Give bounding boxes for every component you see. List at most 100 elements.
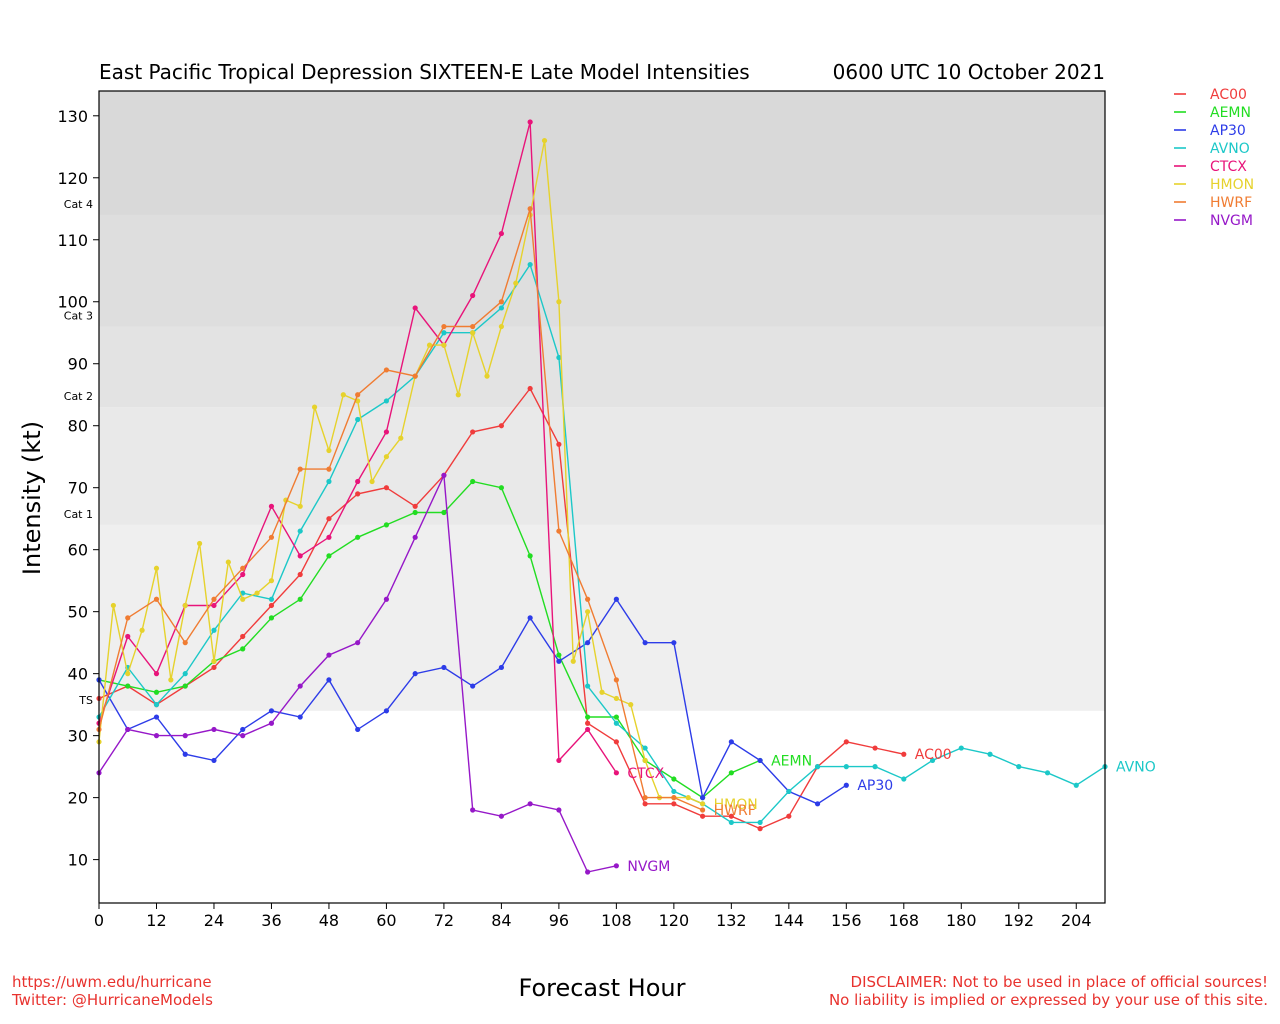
data-point-hmon xyxy=(240,596,246,602)
data-point-ap30 xyxy=(355,726,361,733)
data-point-ap30 xyxy=(613,596,619,602)
data-point-avno xyxy=(153,702,160,708)
y-tick-label: 130 xyxy=(57,107,88,126)
data-point-ac00 xyxy=(786,813,792,819)
x-tick-label: 108 xyxy=(601,911,632,930)
band-cat-4 xyxy=(99,91,1105,215)
data-point-ctcx xyxy=(585,726,591,733)
footer-twitter[interactable]: Twitter: @HurricaneModels xyxy=(12,991,213,1009)
x-tick-label: 12 xyxy=(146,911,166,930)
data-point-avno xyxy=(1044,770,1051,776)
data-point-hmon xyxy=(484,373,490,379)
data-point-ap30 xyxy=(297,714,303,720)
data-point-hmon xyxy=(513,280,519,286)
data-point-avno xyxy=(671,788,677,795)
data-point-hwrf xyxy=(211,596,217,602)
x-tick-label: 24 xyxy=(204,911,224,930)
y-tick-label: 90 xyxy=(68,355,88,374)
data-point-aemn xyxy=(268,615,275,621)
band-label-cat-2: Cat 2 xyxy=(64,390,93,403)
data-point-avno xyxy=(527,261,533,268)
data-point-ap30 xyxy=(728,739,734,745)
data-point-avno xyxy=(326,478,332,485)
end-label-aemn: AEMN xyxy=(771,753,812,769)
y-tick-label: 110 xyxy=(57,231,88,250)
x-tick-label: 144 xyxy=(774,911,805,930)
legend-label-ctcx: CTCX xyxy=(1210,159,1247,175)
data-point-ap30 xyxy=(240,726,246,733)
data-point-hmon xyxy=(556,299,562,305)
data-point-hwrf xyxy=(642,795,648,801)
y-tick-label: 30 xyxy=(68,727,88,746)
data-point-aemn xyxy=(470,478,476,485)
category-bands xyxy=(99,91,1105,711)
data-point-hwrf xyxy=(613,677,619,683)
data-point-hwrf xyxy=(671,795,677,801)
data-point-hmon xyxy=(139,627,145,633)
x-tick-label: 48 xyxy=(319,911,339,930)
data-point-ac00 xyxy=(498,423,504,429)
data-point-hmon xyxy=(182,602,188,609)
data-point-hwrf xyxy=(498,299,504,305)
data-point-hmon xyxy=(225,559,231,565)
data-point-avno xyxy=(211,627,217,633)
data-point-hwrf xyxy=(383,367,390,373)
data-point-avno xyxy=(1073,782,1079,788)
x-tick-label: 84 xyxy=(491,911,511,930)
data-point-aemn xyxy=(412,509,418,516)
data-point-avno xyxy=(1016,764,1022,770)
data-point-aemn xyxy=(613,714,619,720)
y-axis-label: Intensity (kt) xyxy=(18,421,46,575)
end-label-hwrf: HWRF xyxy=(714,803,756,819)
data-point-hmon xyxy=(613,695,619,702)
end-label-ap30: AP30 xyxy=(857,778,893,794)
data-point-aemn xyxy=(153,689,160,695)
footer-url[interactable]: https://uwm.edu/hurricane xyxy=(12,973,212,991)
data-point-ctcx xyxy=(412,305,418,311)
data-point-aemn xyxy=(326,553,332,559)
plot-frame xyxy=(98,90,1106,904)
data-point-ac00 xyxy=(355,491,361,497)
data-point-aemn xyxy=(182,683,188,689)
band-cat-1 xyxy=(99,407,1105,525)
x-tick-label: 72 xyxy=(434,911,454,930)
data-point-hmon xyxy=(441,342,447,348)
data-point-hmon xyxy=(211,658,217,664)
data-point-hwrf xyxy=(268,534,275,540)
data-point-ctcx xyxy=(383,429,390,435)
x-tick-label: 192 xyxy=(1003,911,1034,930)
y-tick-label: 80 xyxy=(68,417,88,436)
data-point-avno xyxy=(613,720,619,726)
data-point-hmon xyxy=(268,578,275,584)
data-point-avno xyxy=(297,528,303,534)
x-tick-label: 168 xyxy=(889,911,920,930)
data-point-ac00 xyxy=(470,429,476,435)
data-point-hwrf xyxy=(556,528,562,534)
data-point-ctcx xyxy=(125,633,131,640)
data-point-ap30 xyxy=(700,795,706,801)
data-point-hmon xyxy=(168,677,174,683)
data-point-ctcx xyxy=(355,478,361,485)
footer-disclaimer-line-2: No liability is implied or expressed by … xyxy=(828,991,1268,1009)
data-point-ap30 xyxy=(527,615,533,621)
y-tick-label: 120 xyxy=(57,169,88,188)
data-point-ac00 xyxy=(383,485,390,491)
data-point-avno xyxy=(642,745,648,751)
data-point-hmon xyxy=(628,702,634,708)
data-point-hmon xyxy=(585,609,591,615)
data-point-avno xyxy=(268,596,275,602)
data-point-ac00 xyxy=(412,503,418,509)
data-point-hmon xyxy=(498,323,504,330)
data-point-ac00 xyxy=(556,441,562,447)
data-point-hwrf xyxy=(470,323,476,330)
data-point-hmon xyxy=(297,503,303,509)
data-point-ac00 xyxy=(585,720,591,726)
data-point-ap30 xyxy=(182,751,188,757)
data-point-nvgm xyxy=(240,733,246,739)
y-axis: 10 20 30 40 50 60 70 80 90 100 110 120 130 xyxy=(57,107,99,870)
data-point-ctcx xyxy=(153,671,160,677)
data-point-ac00 xyxy=(671,801,677,807)
data-point-nvgm xyxy=(326,652,332,658)
